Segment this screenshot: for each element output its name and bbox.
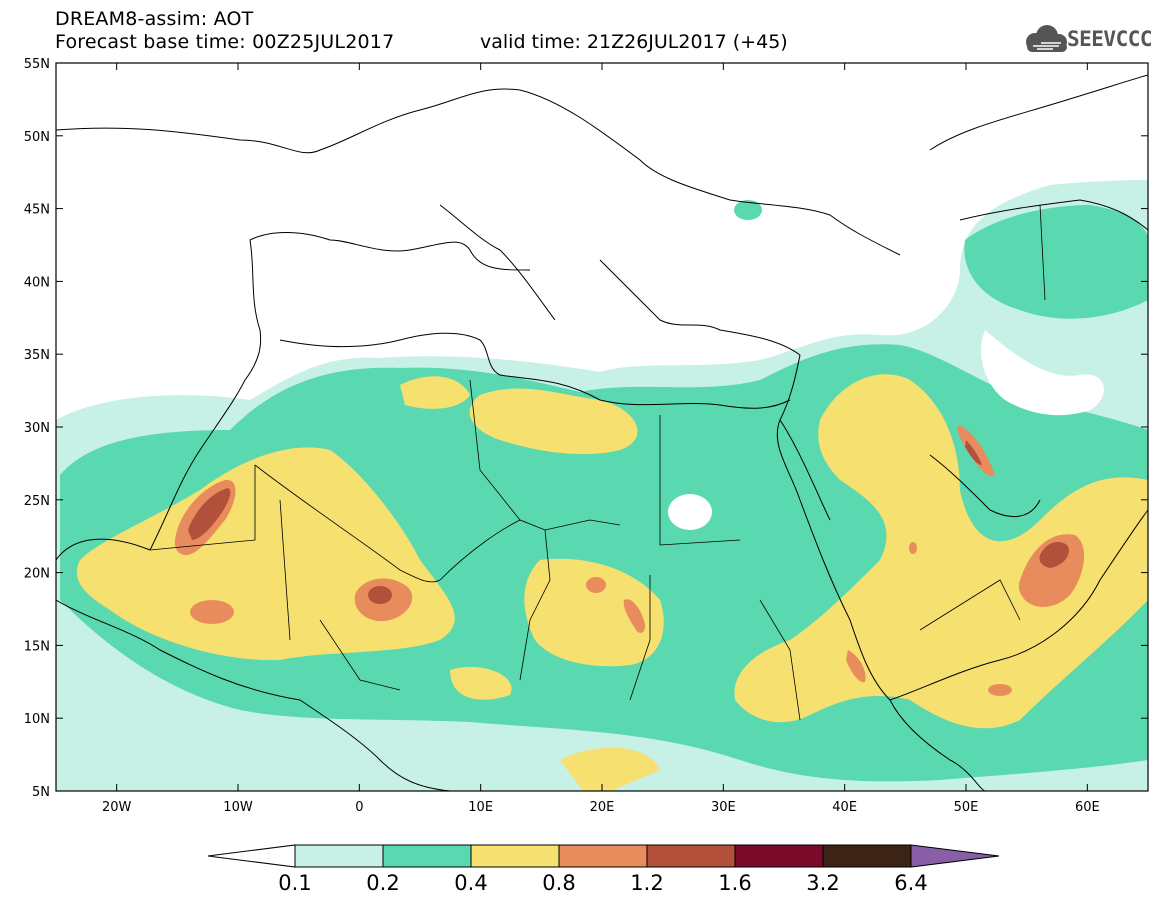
lon-tick-label: 20E xyxy=(590,800,615,815)
lon-tick-label: 20W xyxy=(102,800,132,815)
lat-tick-label: 5N xyxy=(32,785,50,800)
logo-text: SEEVCCC xyxy=(1067,27,1153,51)
cloud-icon xyxy=(1026,25,1067,52)
lat-tick-label: 55N xyxy=(24,57,50,72)
colorbar-label: 6.4 xyxy=(894,871,928,895)
colorbar-label: 0.4 xyxy=(454,871,488,895)
lat-tick-label: 20N xyxy=(24,567,50,582)
lon-tick-label: 10E xyxy=(468,800,493,815)
lon-tick-label: 40E xyxy=(832,800,857,815)
aot-contours xyxy=(56,180,1148,791)
aot-field-1.2 xyxy=(188,440,1069,604)
colorbar-swatch xyxy=(558,844,648,868)
colorbar-label: 0.2 xyxy=(366,871,400,895)
lat-tick-label: 10N xyxy=(24,712,50,727)
lat-tick-label: 35N xyxy=(24,348,50,363)
colorbar-label: 1.2 xyxy=(630,871,664,895)
latitude-axis: 5N 10N 15N 20N 25N 30N 35N 40N 45N 50N 55N xyxy=(24,57,1148,800)
valid-time: valid time: 21Z26JUL2017 (+45) xyxy=(480,31,788,53)
lat-tick-label: 45N xyxy=(24,203,50,218)
lon-tick-label: 0 xyxy=(355,800,363,815)
colorbar-swatch xyxy=(382,844,472,868)
lat-tick-label: 15N xyxy=(24,639,50,654)
forecast-base-time: Forecast base time: 00Z25JUL2017 xyxy=(55,31,395,53)
lat-tick-label: 25N xyxy=(24,494,50,509)
colorbar-overflow-arrow xyxy=(910,844,1000,868)
colorbar-swatch xyxy=(734,844,824,868)
coastlines xyxy=(56,74,1148,791)
colorbar-label: 3.2 xyxy=(806,871,840,895)
chart-title: DREAM8-assim: AOT xyxy=(55,8,254,30)
country-borders xyxy=(149,204,1046,721)
lat-tick-label: 30N xyxy=(24,421,50,436)
lat-tick-label: 40N xyxy=(24,275,50,290)
colorbar-label: 0.8 xyxy=(542,871,576,895)
aot-clear-areas xyxy=(668,330,1104,530)
colorbar-swatch xyxy=(646,844,736,868)
colorbar-swatch xyxy=(470,844,560,868)
colorbar-swatch xyxy=(294,844,384,868)
lon-tick-label: 10W xyxy=(223,800,253,815)
colorbar xyxy=(207,844,1000,868)
lat-tick-label: 50N xyxy=(24,130,50,145)
lon-tick-label: 30E xyxy=(711,800,736,815)
lon-tick-label: 60E xyxy=(1075,800,1100,815)
colorbar-underflow-arrow xyxy=(207,844,296,868)
lon-tick-label: 50E xyxy=(954,800,979,815)
colorbar-swatch xyxy=(822,844,912,868)
longitude-axis: 20W 10W 0 10E 20E 30E 40E 50E 60E xyxy=(102,63,1100,815)
colorbar-label: 0.1 xyxy=(278,871,312,895)
colorbar-label: 1.6 xyxy=(718,871,752,895)
